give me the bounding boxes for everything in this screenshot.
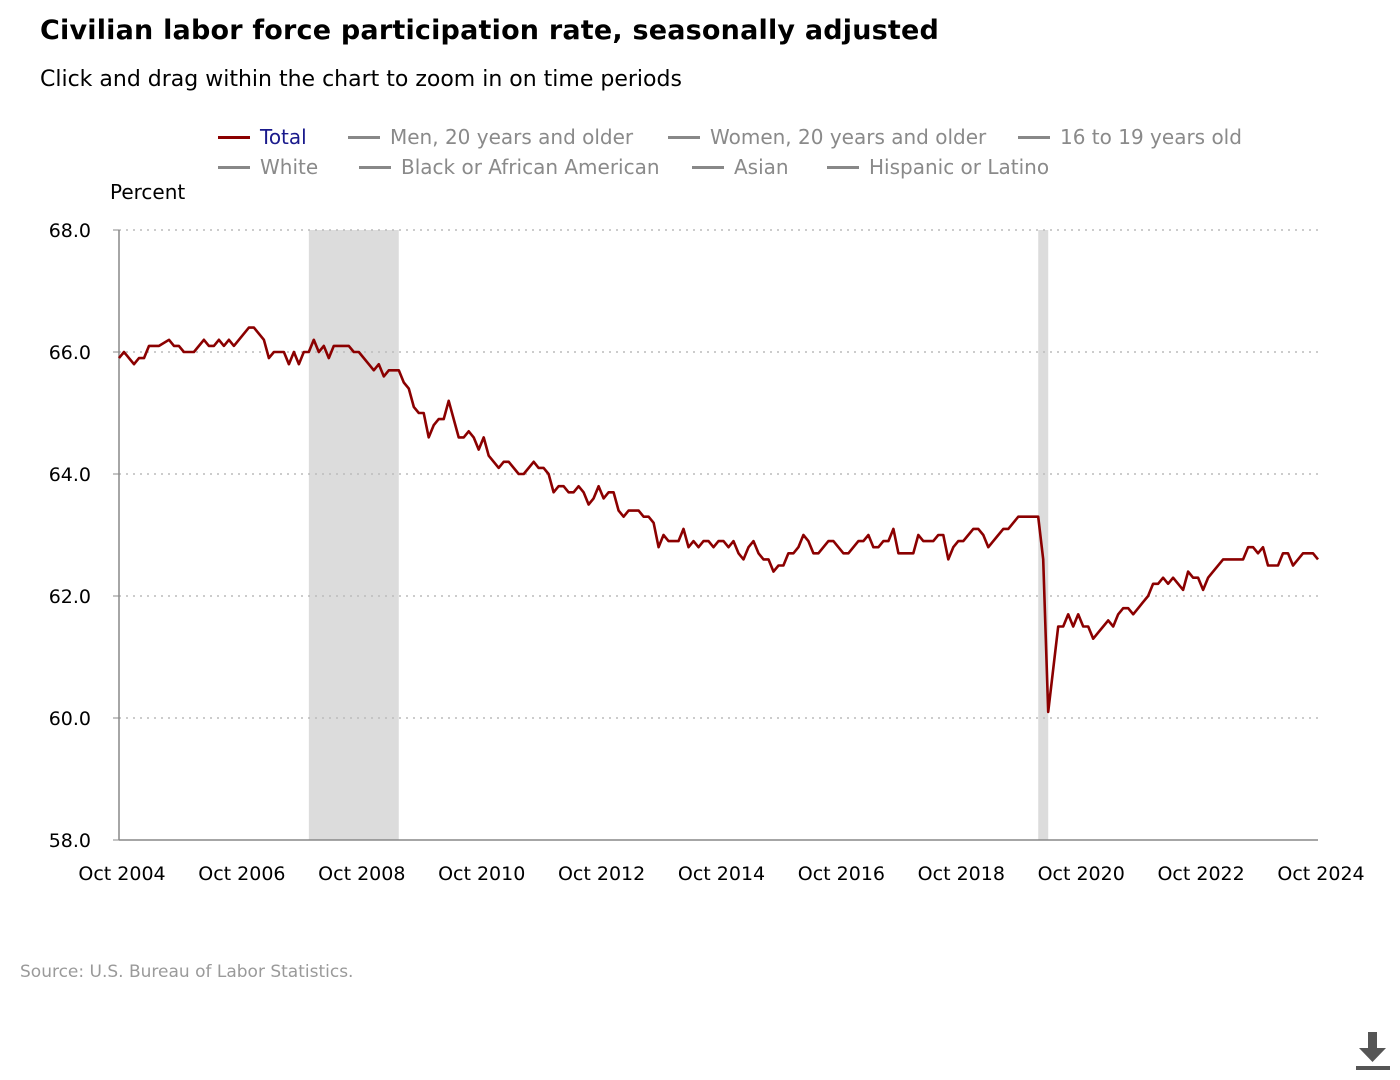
legend-item-6[interactable]: Asian [692, 154, 789, 180]
legend-label: Hispanic or Latino [869, 155, 1050, 179]
legend-swatch [692, 165, 724, 169]
x-tick-label: Oct 2024 [1277, 863, 1364, 885]
legend-item-5[interactable]: Black or African American [359, 154, 660, 180]
x-tick-label: Oct 2006 [198, 863, 285, 885]
x-tick-label: Oct 2016 [798, 863, 885, 885]
legend-item-2[interactable]: Women, 20 years and older [668, 124, 986, 150]
y-tick-label: 58.0 [49, 830, 91, 852]
x-tick-label: Oct 2020 [1038, 863, 1125, 885]
chart-subtitle: Click and drag within the chart to zoom … [40, 67, 682, 92]
legend-label: 16 to 19 years old [1060, 125, 1242, 149]
x-tick-label: Oct 2012 [558, 863, 645, 885]
legend-label: Women, 20 years and older [710, 125, 987, 149]
series-line-total [117, 326, 1320, 714]
legend-item-1[interactable]: Men, 20 years and older [348, 124, 633, 150]
x-tick-label: Oct 2008 [318, 863, 405, 885]
legend-swatch [218, 165, 250, 169]
legend-label: White [260, 155, 319, 179]
y-tick-label: 60.0 [49, 708, 91, 730]
legend-swatch [1018, 135, 1050, 139]
recession-band [1038, 230, 1049, 840]
legend-label: Total [260, 125, 307, 149]
legend-label: Asian [734, 155, 789, 179]
recession-band [308, 230, 399, 840]
y-tick-label: 68.0 [49, 220, 91, 242]
y-tick-label: 64.0 [49, 464, 91, 486]
y-axis-label: Percent [110, 180, 185, 204]
legend-item-4[interactable]: White [218, 154, 318, 180]
line-chart[interactable]: 58.0 60.0 62.0 64.0 66.0 68.0 Percent Oct 2004 O… [0, 0, 1400, 900]
legend-swatch [359, 165, 391, 169]
legend-swatch [348, 135, 380, 139]
x-tick-label: Oct 2014 [678, 863, 765, 885]
legend-label: Men, 20 years and older [390, 125, 634, 149]
legend-swatch [218, 135, 250, 139]
legend-item-0[interactable]: Total [218, 124, 307, 150]
source-note: Source: U.S. Bureau of Labor Statistics. [20, 962, 354, 982]
y-tick-label: 62.0 [49, 586, 91, 608]
y-tick-label: 66.0 [49, 342, 91, 364]
legend-label: Black or African American [401, 155, 660, 179]
legend-item-3[interactable]: 16 to 19 years old [1018, 124, 1242, 150]
legend-item-7[interactable]: Hispanic or Latino [827, 154, 1049, 180]
x-tick-label: Oct 2004 [78, 863, 165, 885]
x-tick-label: Oct 2010 [438, 863, 525, 885]
chart-title: Civilian labor force participation rate,… [40, 15, 940, 46]
download-icon[interactable] [1353, 1030, 1393, 1072]
x-tick-label: Oct 2018 [918, 863, 1005, 885]
x-tick-label: Oct 2022 [1157, 863, 1244, 885]
legend-swatch [827, 165, 859, 169]
legend-swatch [668, 135, 700, 139]
